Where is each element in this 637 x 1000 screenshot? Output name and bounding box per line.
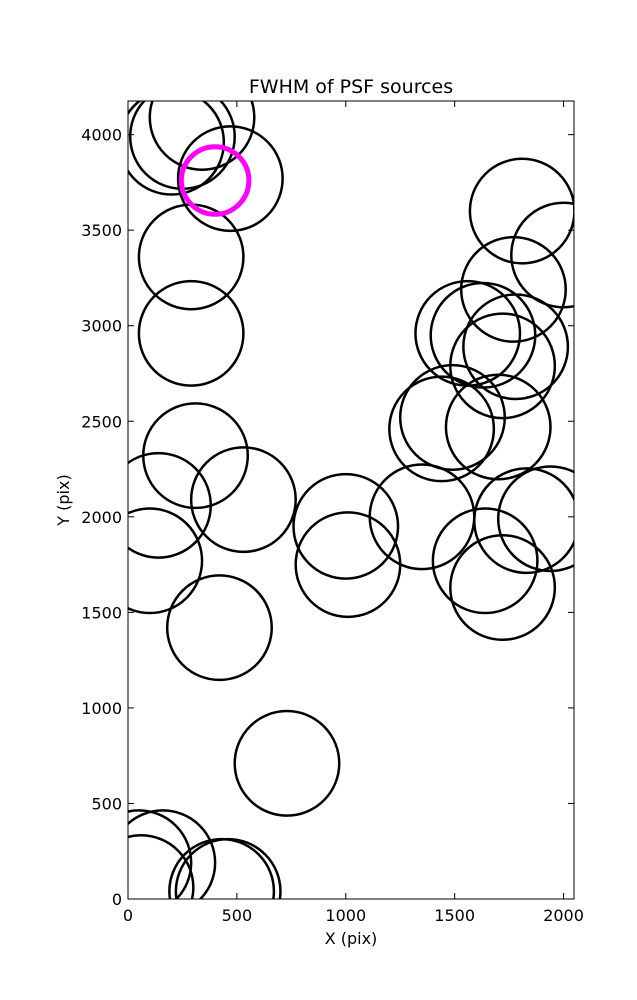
psf-source-circle — [459, 235, 567, 343]
y-axis-label: Y (pix) — [54, 474, 73, 526]
y-tick-label: 3000 — [81, 317, 122, 336]
x-tick-label: 0 — [123, 906, 133, 925]
psf-source-circle — [141, 402, 250, 510]
x-tick-label: 500 — [222, 906, 253, 925]
psf-source-circle — [462, 293, 570, 401]
y-tick-label: 2500 — [81, 412, 122, 431]
highlighted-source-circle — [178, 144, 252, 217]
sources-layer — [128, 101, 574, 899]
psf-source-circle — [128, 809, 193, 899]
psf-source-circle — [189, 446, 297, 554]
psf-source-circle — [165, 574, 273, 682]
y-tick-label: 4000 — [81, 126, 122, 145]
psf-source-circle — [137, 203, 245, 311]
psf-source-circle — [449, 312, 557, 420]
psf-source-circle — [128, 451, 212, 559]
psf-source-circle — [449, 534, 557, 642]
psf-source-circle — [233, 709, 341, 817]
x-tick-label: 1000 — [325, 906, 366, 925]
psf-source-circle — [496, 465, 574, 573]
psf-source-circle — [176, 125, 284, 233]
x-tick-label: 1500 — [434, 906, 475, 925]
y-tick-label: 1500 — [81, 603, 122, 622]
psf-source-circle — [128, 834, 195, 899]
psf-source-circle — [468, 157, 574, 265]
psf-source-circle — [128, 101, 226, 196]
psf-source-circle — [174, 837, 282, 899]
y-tick-label: 0 — [112, 890, 122, 909]
psf-source-circle — [128, 809, 217, 899]
y-tick-label: 3500 — [81, 221, 122, 240]
psf-source-circle — [128, 507, 204, 615]
highlight-layer — [178, 144, 252, 217]
y-tick-label: 500 — [91, 794, 122, 813]
y-tick-label: 1000 — [81, 699, 122, 718]
chart-title: FWHM of PSF sources — [249, 76, 453, 98]
psf-source-circle — [388, 375, 496, 483]
psf-source-circle — [148, 101, 256, 171]
y-tick-label: 2000 — [81, 508, 122, 527]
x-tick-label: 2000 — [543, 906, 584, 925]
plot-frame — [127, 100, 575, 900]
x-axis-ticks: 0 500 1000 1500 2000 — [123, 101, 584, 925]
psf-source-circle — [473, 467, 574, 575]
psf-source-circle — [431, 507, 539, 615]
psf-source-circle — [510, 201, 574, 309]
psf-source-circle — [168, 837, 276, 899]
psf-source-circle — [292, 472, 400, 580]
psf-source-circle — [137, 279, 245, 387]
x-axis-label: X (pix) — [325, 929, 378, 948]
y-axis-ticks: 0 500 1000 1500 2000 2500 3000 3500 4000 — [81, 126, 574, 909]
